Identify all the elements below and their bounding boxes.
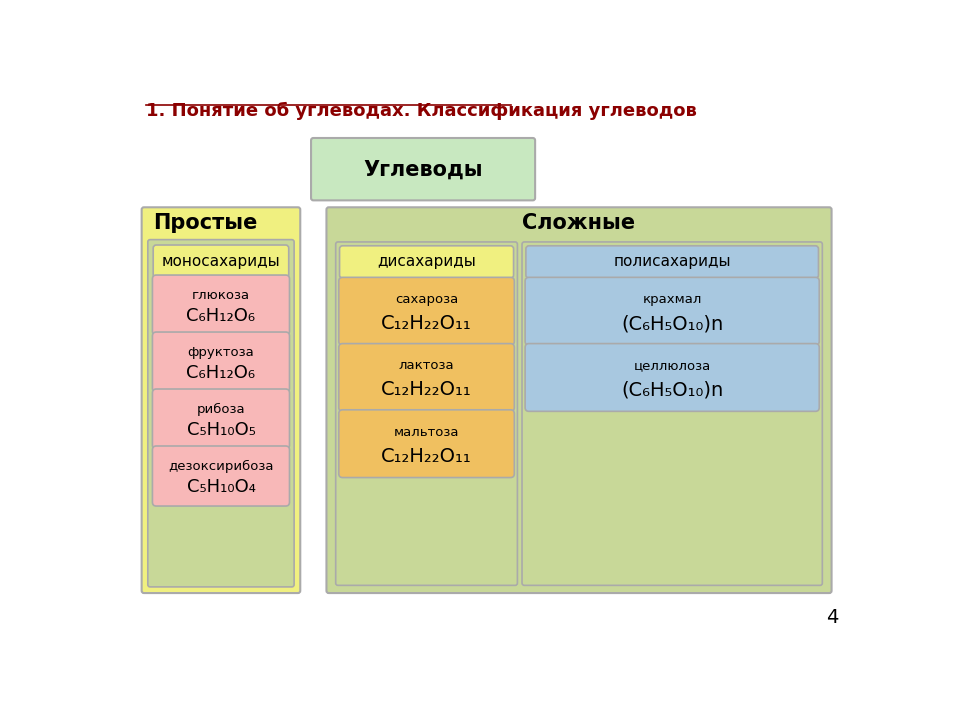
Text: Сложные: Сложные	[522, 213, 636, 233]
Text: C₅H₁₀O₅: C₅H₁₀O₅	[186, 420, 255, 438]
FancyBboxPatch shape	[336, 242, 517, 585]
FancyBboxPatch shape	[153, 446, 290, 506]
FancyBboxPatch shape	[522, 242, 823, 585]
Text: C₅H₁₀O₄: C₅H₁₀O₄	[186, 478, 255, 496]
FancyBboxPatch shape	[339, 343, 515, 411]
Text: C₁₂H₂₂O₁₁: C₁₂H₂₂O₁₁	[381, 380, 472, 400]
FancyBboxPatch shape	[153, 332, 290, 392]
FancyBboxPatch shape	[339, 277, 515, 345]
Text: (C₆H₅O₁₀)n: (C₆H₅O₁₀)n	[621, 380, 723, 400]
FancyBboxPatch shape	[154, 245, 289, 277]
Text: C₆H₁₂O₆: C₆H₁₂O₆	[186, 364, 255, 382]
Text: (C₆H₅O₁₀)n: (C₆H₅O₁₀)n	[621, 314, 723, 333]
Text: Углеводы: Углеводы	[363, 159, 483, 179]
Text: 4: 4	[827, 608, 838, 627]
Text: полисахариды: полисахариды	[613, 254, 731, 269]
FancyBboxPatch shape	[153, 275, 290, 335]
FancyBboxPatch shape	[148, 240, 294, 587]
FancyBboxPatch shape	[153, 389, 290, 449]
Text: дисахариды: дисахариды	[377, 254, 476, 269]
Text: рибоза: рибоза	[197, 402, 245, 415]
FancyBboxPatch shape	[311, 138, 535, 200]
Text: лактоза: лактоза	[398, 359, 454, 372]
Text: целлюлоза: целлюлоза	[634, 359, 710, 372]
Text: дезоксирибоза: дезоксирибоза	[168, 459, 274, 472]
FancyBboxPatch shape	[326, 207, 831, 593]
Text: мальтоза: мальтоза	[394, 426, 459, 438]
Text: сахароза: сахароза	[395, 293, 458, 306]
FancyBboxPatch shape	[525, 277, 819, 345]
FancyBboxPatch shape	[142, 207, 300, 593]
Text: C₁₂H₂₂O₁₁: C₁₂H₂₂O₁₁	[381, 314, 472, 333]
FancyBboxPatch shape	[339, 410, 515, 477]
Text: крахмал: крахмал	[642, 293, 702, 306]
Text: C₆H₁₂O₆: C₆H₁₂O₆	[186, 307, 255, 325]
Text: 1. Понятие об углеводах. Классификация углеводов: 1. Понятие об углеводах. Классификация у…	[146, 102, 696, 120]
Text: глюкоза: глюкоза	[192, 289, 250, 302]
Text: моносахариды: моносахариды	[161, 253, 280, 269]
Text: C₁₂H₂₂O₁₁: C₁₂H₂₂O₁₁	[381, 446, 472, 466]
Text: Простые: Простые	[154, 213, 257, 233]
FancyBboxPatch shape	[340, 246, 514, 278]
FancyBboxPatch shape	[526, 246, 819, 278]
FancyBboxPatch shape	[525, 343, 819, 411]
Text: фруктоза: фруктоза	[187, 346, 254, 359]
